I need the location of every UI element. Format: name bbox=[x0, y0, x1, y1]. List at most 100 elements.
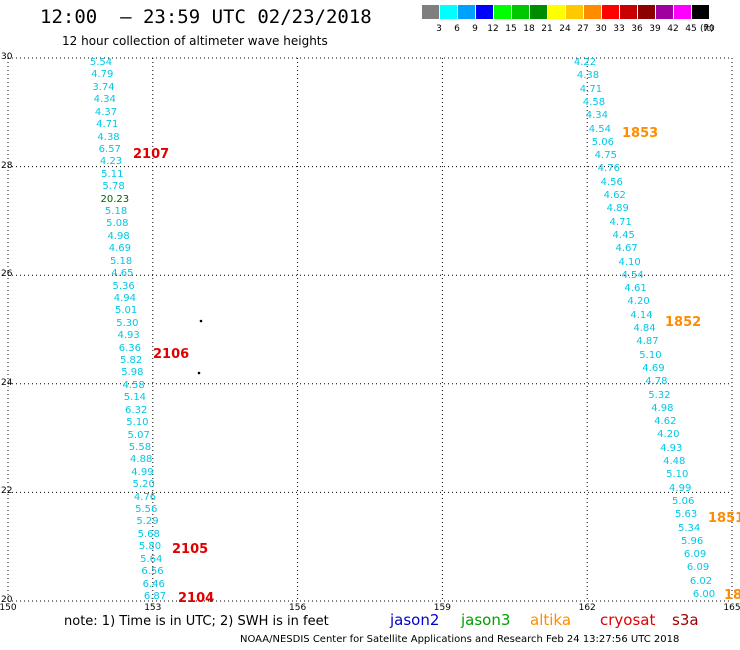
wave-height-value: 5.68 bbox=[137, 528, 160, 540]
legend-swatch bbox=[476, 5, 493, 19]
wave-height-value: 4.71 bbox=[609, 216, 632, 228]
wave-height-value: 5.06 bbox=[672, 495, 695, 507]
wave-height-value: 4.62 bbox=[654, 416, 677, 428]
map-title: 12:00 – 23:59 UTC 02/23/2018 bbox=[40, 6, 372, 28]
wave-height-value: 4.34 bbox=[93, 94, 116, 106]
wave-height-value: 4.93 bbox=[117, 330, 140, 342]
legend-label: 42 bbox=[667, 24, 679, 34]
wave-height-value: 4.45 bbox=[612, 229, 635, 241]
footnote: note: 1) Time is in UTC; 2) SWH is in fe… bbox=[64, 614, 329, 629]
legend-swatch bbox=[602, 5, 619, 19]
legend-label: 36 bbox=[631, 24, 643, 34]
legend-label: 24 bbox=[559, 24, 571, 34]
wave-height-value: 5.18 bbox=[104, 206, 128, 218]
observation-dot bbox=[199, 319, 203, 323]
wave-height-value: 5.32 bbox=[648, 389, 671, 401]
wave-height-value: 4.54 bbox=[621, 269, 644, 281]
wave-height-value: 5.10 bbox=[126, 417, 149, 429]
longitude-tick-label: 165 bbox=[723, 603, 740, 613]
latitude-tick-label: 28 bbox=[1, 160, 13, 171]
satellite-name: jason3 bbox=[461, 611, 511, 629]
wave-height-value: 5.29 bbox=[136, 516, 159, 528]
longitude-tick-label: 150 bbox=[0, 603, 17, 613]
wave-height-value: 4.89 bbox=[606, 203, 629, 215]
wave-height-value: 6.00 bbox=[692, 589, 716, 600]
legend-label: 3 bbox=[436, 24, 442, 34]
wave-height-value: 4.62 bbox=[603, 190, 626, 201]
legend-swatch bbox=[458, 5, 475, 19]
wave-height-value: 5.07 bbox=[127, 429, 150, 441]
wave-height-value: 4.58 bbox=[122, 379, 145, 391]
longitude-tick-label: 156 bbox=[289, 603, 307, 613]
satellite-name: jason2 bbox=[390, 611, 440, 629]
legend-label: 27 bbox=[577, 24, 589, 34]
legend-swatch bbox=[620, 5, 637, 19]
wave-height-value: 5.06 bbox=[591, 136, 614, 148]
legend-swatch bbox=[638, 5, 655, 19]
wave-height-value: 5.63 bbox=[675, 509, 698, 521]
wave-height-value: 5.18 bbox=[109, 255, 133, 267]
pass-time-label: 18 bbox=[724, 588, 740, 603]
credit-line: NOAA/NESDIS Center for Satellite Applica… bbox=[240, 634, 680, 645]
legend-swatch bbox=[674, 5, 691, 19]
wave-height-value: 4.61 bbox=[624, 283, 647, 295]
wave-height-value: 4.79 bbox=[91, 69, 114, 81]
wave-height-value: 6.46 bbox=[142, 578, 165, 590]
legend-label: 33 bbox=[613, 24, 625, 34]
legend-swatch bbox=[422, 5, 439, 19]
longitude-tick-label: 162 bbox=[578, 603, 596, 613]
wave-height-value: 5.98 bbox=[121, 367, 144, 379]
legend-unit: (ft) bbox=[700, 24, 714, 34]
wave-height-value: 5.30 bbox=[116, 317, 139, 329]
legend-label: 6 bbox=[454, 24, 460, 34]
legend-swatch bbox=[566, 5, 583, 19]
latitude-tick-label: 30 bbox=[1, 52, 13, 62]
legend-swatch bbox=[692, 5, 709, 19]
wave-height-value: 4.14 bbox=[630, 309, 653, 321]
wave-height-value: 4.48 bbox=[663, 456, 686, 467]
wave-height-value: 5.78 bbox=[102, 181, 125, 193]
wave-height-value: 5.10 bbox=[639, 349, 662, 361]
wave-height-value: 4.69 bbox=[108, 243, 131, 255]
legend-label: 18 bbox=[523, 24, 535, 34]
legend-swatch bbox=[584, 5, 601, 19]
wave-height-value: 5.20 bbox=[132, 479, 155, 491]
pass-time-label: 2106 bbox=[153, 347, 190, 362]
wave-height-value: 5.82 bbox=[119, 355, 143, 367]
wave-height-value: 5.64 bbox=[140, 553, 163, 565]
wave-height-value: 4.78 bbox=[645, 376, 668, 388]
wave-height-value: 5.36 bbox=[112, 280, 135, 292]
wave-height-value: 4.88 bbox=[130, 454, 153, 466]
legend-swatch bbox=[440, 5, 457, 19]
legend-label: 45 bbox=[685, 24, 697, 34]
wave-height-value: 4.84 bbox=[633, 323, 656, 334]
wave-height-value: 5.54 bbox=[89, 57, 113, 68]
wave-height-value: 3.74 bbox=[92, 81, 115, 93]
legend-label: 15 bbox=[505, 24, 517, 34]
wave-height-value: 6.32 bbox=[125, 404, 148, 416]
wave-height-value: 5.11 bbox=[101, 168, 124, 180]
wave-height-value: 4.94 bbox=[113, 292, 136, 304]
wave-height-value: 4.76 bbox=[133, 491, 157, 503]
wave-height-value: 5.14 bbox=[123, 392, 147, 404]
wave-height-value: 5.10 bbox=[666, 469, 689, 481]
legend-swatch bbox=[530, 5, 547, 19]
wave-height-value: 5.34 bbox=[677, 522, 701, 534]
wave-height-value: 4.98 bbox=[107, 230, 130, 242]
wave-height-value: 4.22 bbox=[573, 57, 597, 68]
satellite-name: altika bbox=[530, 611, 572, 629]
legend-swatch bbox=[656, 5, 673, 19]
pass-time-label: 2104 bbox=[178, 591, 215, 606]
wave-height-value: 4.20 bbox=[657, 429, 680, 441]
wave-height-value: 4.10 bbox=[618, 256, 641, 268]
wave-height-value: 4.34 bbox=[585, 110, 609, 122]
pass-time-label: 2105 bbox=[172, 542, 209, 557]
wave-height-value: 6.09 bbox=[683, 549, 707, 561]
latitude-tick-label: 26 bbox=[1, 269, 13, 280]
wave-height-value: 4.93 bbox=[660, 442, 683, 454]
legend-label: 70 bbox=[703, 24, 715, 34]
wave-height-value: 4.75 bbox=[594, 150, 617, 162]
legend-label: 21 bbox=[541, 24, 553, 34]
wave-height-value: 5.58 bbox=[128, 441, 152, 453]
